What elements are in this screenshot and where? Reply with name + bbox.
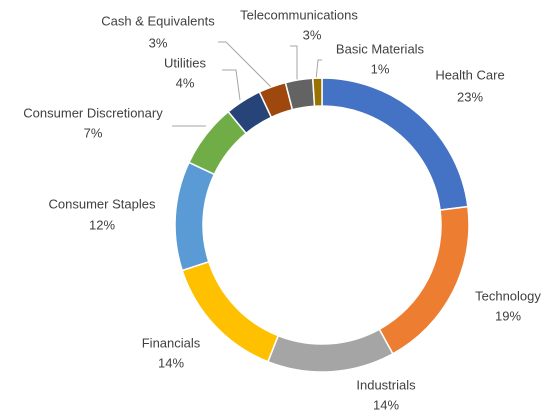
category-label: Health Care [435, 67, 504, 82]
slice [266, 328, 394, 373]
category-label: Utilities [164, 55, 206, 70]
leader-line [218, 41, 273, 89]
category-label: Basic Materials [336, 41, 425, 56]
value-label: 1% [371, 61, 390, 76]
value-label: 4% [176, 75, 195, 90]
value-label: 3% [303, 27, 322, 42]
category-label: Technology [475, 288, 541, 303]
slice [321, 77, 469, 211]
value-label: 3% [149, 35, 168, 50]
slice [378, 205, 470, 355]
category-label: Financials [142, 335, 201, 350]
value-label: 19% [495, 308, 521, 323]
value-label: 12% [89, 217, 115, 232]
category-label: Telecommunications [240, 7, 358, 22]
slice [174, 161, 216, 272]
category-label: Industrials [356, 377, 416, 392]
value-label: 23% [457, 89, 483, 104]
category-label: Consumer Discretionary [23, 105, 163, 120]
category-label: Consumer Staples [49, 196, 156, 211]
leader-line [315, 59, 322, 81]
value-label: 14% [158, 355, 184, 370]
leader-line [222, 69, 241, 101]
category-label: Cash & Equivalents [101, 13, 215, 28]
value-label: 7% [84, 125, 103, 140]
slice [311, 77, 323, 108]
leader-line [290, 45, 298, 80]
value-label: 14% [373, 397, 399, 411]
